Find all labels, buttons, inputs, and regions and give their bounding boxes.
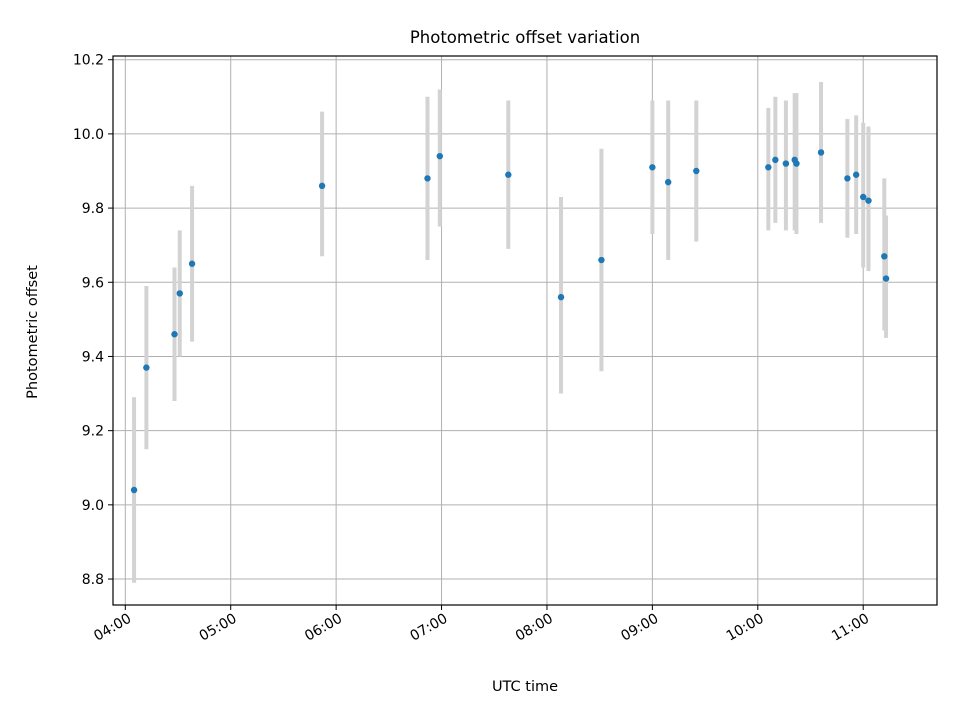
data-point <box>817 149 825 156</box>
y-tick-label: 9.8 <box>82 201 104 217</box>
grid-lines <box>113 56 937 605</box>
y-tick-label: 8.8 <box>82 572 104 588</box>
x-tick-label: 07:00 <box>408 611 451 645</box>
y-tick-label: 10.2 <box>73 53 104 69</box>
data-point <box>424 175 431 182</box>
y-axis-label: Photometric offset <box>25 265 41 399</box>
data-point <box>881 253 888 260</box>
x-axis-ticks: 04:00 05:00 06:00 07:00 08:00 09:00 10:00 11:00 <box>91 605 872 645</box>
data-point <box>782 160 790 167</box>
x-tick-label: 10:00 <box>724 611 767 645</box>
x-tick-label: 09:00 <box>618 611 661 645</box>
y-tick-label: 10.0 <box>73 127 104 143</box>
data-point <box>505 171 512 178</box>
data-points <box>130 149 890 494</box>
y-tick-label: 9.0 <box>82 498 104 514</box>
data-point <box>143 364 150 371</box>
x-tick-label: 06:00 <box>302 611 345 645</box>
data-point <box>664 178 672 186</box>
data-point <box>176 290 183 297</box>
data-point <box>844 175 851 182</box>
data-point <box>188 260 196 267</box>
data-point <box>436 152 443 160</box>
y-axis-ticks: 8.8 9.0 9.2 9.4 9.6 9.8 10.0 10.2 <box>73 53 113 588</box>
data-point <box>852 171 860 178</box>
data-point <box>765 164 772 171</box>
x-tick-label: 11:00 <box>829 611 872 645</box>
x-tick-label: 08:00 <box>513 611 556 645</box>
data-point <box>171 331 178 338</box>
y-tick-label: 9.2 <box>82 424 104 440</box>
data-point <box>318 182 326 190</box>
data-point <box>693 167 700 175</box>
x-tick-label: 05:00 <box>197 611 240 645</box>
data-point <box>557 293 565 301</box>
plot-frame <box>112 55 938 606</box>
data-point <box>130 486 138 494</box>
data-point <box>882 275 890 282</box>
data-point <box>860 193 867 201</box>
x-axis-label: UTC time <box>492 679 558 695</box>
y-tick-label: 9.4 <box>82 349 104 365</box>
error-bars <box>132 81 889 583</box>
chart-title: Photometric offset variation <box>410 28 640 47</box>
data-point <box>793 160 800 167</box>
y-tick-label: 9.6 <box>82 275 104 291</box>
data-point <box>598 256 605 264</box>
x-tick-label: 04:00 <box>91 611 134 645</box>
data-point <box>772 156 779 164</box>
data-point <box>649 164 656 171</box>
data-point <box>865 197 872 204</box>
